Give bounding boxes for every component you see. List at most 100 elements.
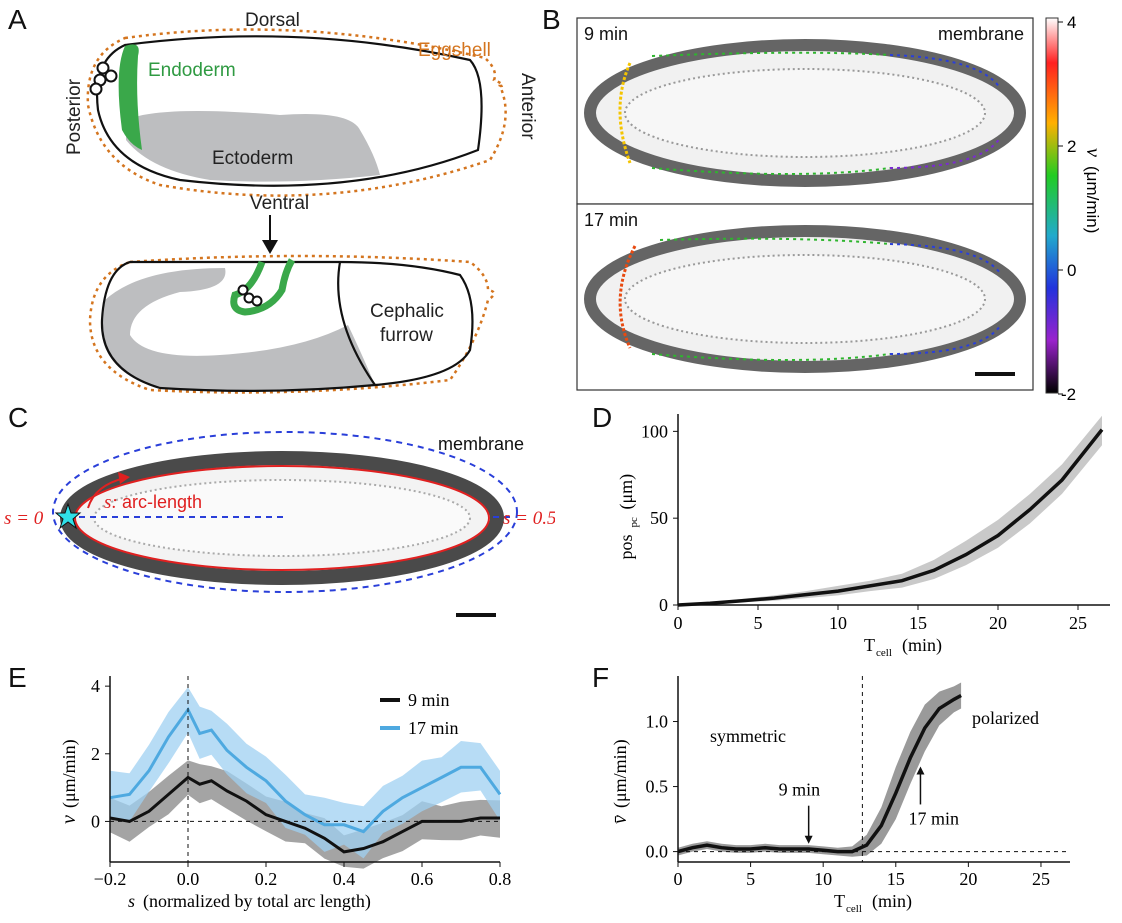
panel-letter-e: E <box>8 662 27 693</box>
chart-d-ytick-label: 100 <box>641 421 668 441</box>
chart-f-ytick-label: 0.5 <box>646 777 669 797</box>
panel-c-micrograph: membrane s = 0 s = 0.5 s: arc-length <box>4 431 555 617</box>
eggshell-top <box>86 28 507 197</box>
panel-letter-b: B <box>542 4 561 35</box>
panel-b-micrographs: 9 min membrane 17 min 4 2 0 -2 v (μm/min <box>576 13 1104 403</box>
chart-f-xtick-label: 0 <box>674 869 683 889</box>
chart-e-xtick-label: 0.2 <box>255 869 278 889</box>
chart-e-ylabel-sym: v <box>58 815 80 824</box>
chart-f-annotation-17min-head <box>916 766 925 775</box>
chart-e-legend-label-1: 17 min <box>408 718 459 738</box>
chart-e-ytick-label: 0 <box>91 811 100 831</box>
pole-cell-1 <box>96 61 110 75</box>
chart-e-xtick-label: −0.2 <box>94 869 127 889</box>
chart-f-annotation-9min-head <box>804 835 813 844</box>
chart-d-ylabel-units: (μm) <box>616 474 637 510</box>
label-membrane-b: membrane <box>938 24 1024 44</box>
panel-letter-a: A <box>8 4 27 35</box>
label-ectoderm: Ectoderm <box>212 148 293 169</box>
embryo-top <box>86 28 507 197</box>
label-arc-s: s: <box>104 492 118 513</box>
chart-f-annotation-17min: 17 min <box>908 808 959 828</box>
chart-f-line <box>677 693 962 854</box>
chart-d-line <box>677 428 1104 607</box>
chart-f-annotation-9min: 9 min <box>779 780 821 800</box>
embryo-outline-top <box>96 35 483 187</box>
transition-arrow-head <box>262 240 278 254</box>
label-s05: s = 0.5 <box>503 508 555 529</box>
colorbar-tick-0: 0 <box>1067 261 1076 280</box>
label-s0: s = 0 <box>4 508 44 529</box>
label-cephalic: Cephalic <box>370 301 444 322</box>
chart-d-ylabel: pos <box>616 534 636 559</box>
label-eggshell: Eggshell <box>418 40 491 61</box>
chart-f-xlabel-units: (min) <box>872 891 912 912</box>
label-furrow: furrow <box>380 325 433 346</box>
chart-d-xtick-label: 10 <box>829 613 847 633</box>
chart-e-xlabel-sym: s <box>128 891 135 911</box>
chart-e-ylabel-units: (μm/min) <box>59 739 80 808</box>
pole-cell-b3 <box>251 295 263 307</box>
chart-f-xtick-label: 20 <box>959 869 977 889</box>
label-9min: 9 min <box>584 24 628 44</box>
chart-f-ylabel-group: v̄ (μm/min) <box>609 739 631 824</box>
panel-a-schematic: Dorsal Eggshell Endoderm Ectoderm Ventra… <box>64 10 538 394</box>
label-anterior: Anterior <box>517 73 538 140</box>
chart-f-ytick-label: 0.0 <box>646 842 669 862</box>
chart-f-ylabel-units: (μm/min) <box>610 739 631 808</box>
chart-d-xtick-label: 25 <box>1069 613 1087 633</box>
micrograph-embryo-17min <box>584 225 1026 373</box>
chart-e-legend-label-0: 9 min <box>408 690 450 710</box>
chart-f: 0 5 10 15 20 25 0.0 0.5 1.0 T cell (min) v̄ (μm/min) s… <box>609 676 1070 915</box>
pole-cell-2 <box>104 69 118 83</box>
panel-letter-d: D <box>592 402 613 433</box>
chart-e-xtick-label: 0.6 <box>411 869 434 889</box>
endoderm-top <box>118 44 142 151</box>
chart-e-line-1 <box>109 706 502 834</box>
colorbar-tick-2: 2 <box>1067 137 1076 156</box>
arc-arrow-head-c <box>118 472 130 484</box>
chart-d-ylabel-sub: pc <box>628 517 640 528</box>
embryo-bottom <box>88 254 496 394</box>
chart-e-ytick-label: 4 <box>91 676 100 696</box>
label-endoderm: Endoderm <box>148 60 236 81</box>
midline-contour-c <box>74 465 490 571</box>
chart-d-xtick-label: 0 <box>674 613 683 633</box>
pole-cell-b1 <box>237 284 249 296</box>
label-posterior: Posterior <box>64 78 85 155</box>
panel-letter-c: C <box>8 402 29 433</box>
chart-d-xtick-label: 5 <box>754 613 763 633</box>
colorbar <box>1045 17 1059 394</box>
chart-f-xtick-label: 5 <box>746 869 755 889</box>
colorbar-tick-neg2: -2 <box>1061 385 1076 403</box>
chart-e-xtick-label: 0.8 <box>489 869 512 889</box>
chart-d-band <box>678 415 1102 605</box>
ectoderm-top <box>126 111 380 182</box>
chart-f-xtick-label: 10 <box>814 869 832 889</box>
chart-e-xlabel: (normalized by total arc length) <box>143 891 371 912</box>
colorbar-label-sym: v <box>1082 148 1104 157</box>
chart-d-xtick-label: 20 <box>989 613 1007 633</box>
embryo-outline-bottom <box>100 260 474 392</box>
chart-e: −0.2 0.0 0.2 0.4 0.6 0.8 0 2 4 s (normalized by to… <box>58 676 512 912</box>
chart-e-ylabel-group: v (μm/min) <box>58 739 80 824</box>
chart-f-xlabel: T <box>834 891 845 911</box>
cephalic-furrow-line <box>337 261 376 386</box>
colorbar-tick-4: 4 <box>1067 13 1076 32</box>
label-membrane-c: membrane <box>438 434 524 454</box>
micrograph-embryo-9min <box>584 39 1026 187</box>
chart-d-ytick-label: 0 <box>659 595 668 615</box>
chart-f-ytick-label: 1.0 <box>646 712 669 732</box>
chart-d-ylabel-group: pos pc (μm) <box>616 474 640 560</box>
chart-f-region-right: polarized <box>972 708 1039 728</box>
label-arc-length: arc-length <box>122 492 202 512</box>
chart-d: 0 5 10 15 20 25 0 50 100 T cell (min) pos pc (μm) <box>616 414 1110 659</box>
chart-e-xtick-label: 0.4 <box>333 869 356 889</box>
label-17min: 17 min <box>584 210 638 230</box>
chart-e-ytick-label: 2 <box>91 744 100 764</box>
eggshell-fit-c <box>52 431 518 593</box>
chart-d-xtick-label: 15 <box>909 613 927 633</box>
label-dorsal: Dorsal <box>245 10 300 31</box>
chart-e-xtick-label: 0.0 <box>177 869 200 889</box>
chart-f-xtick-label: 25 <box>1032 869 1050 889</box>
